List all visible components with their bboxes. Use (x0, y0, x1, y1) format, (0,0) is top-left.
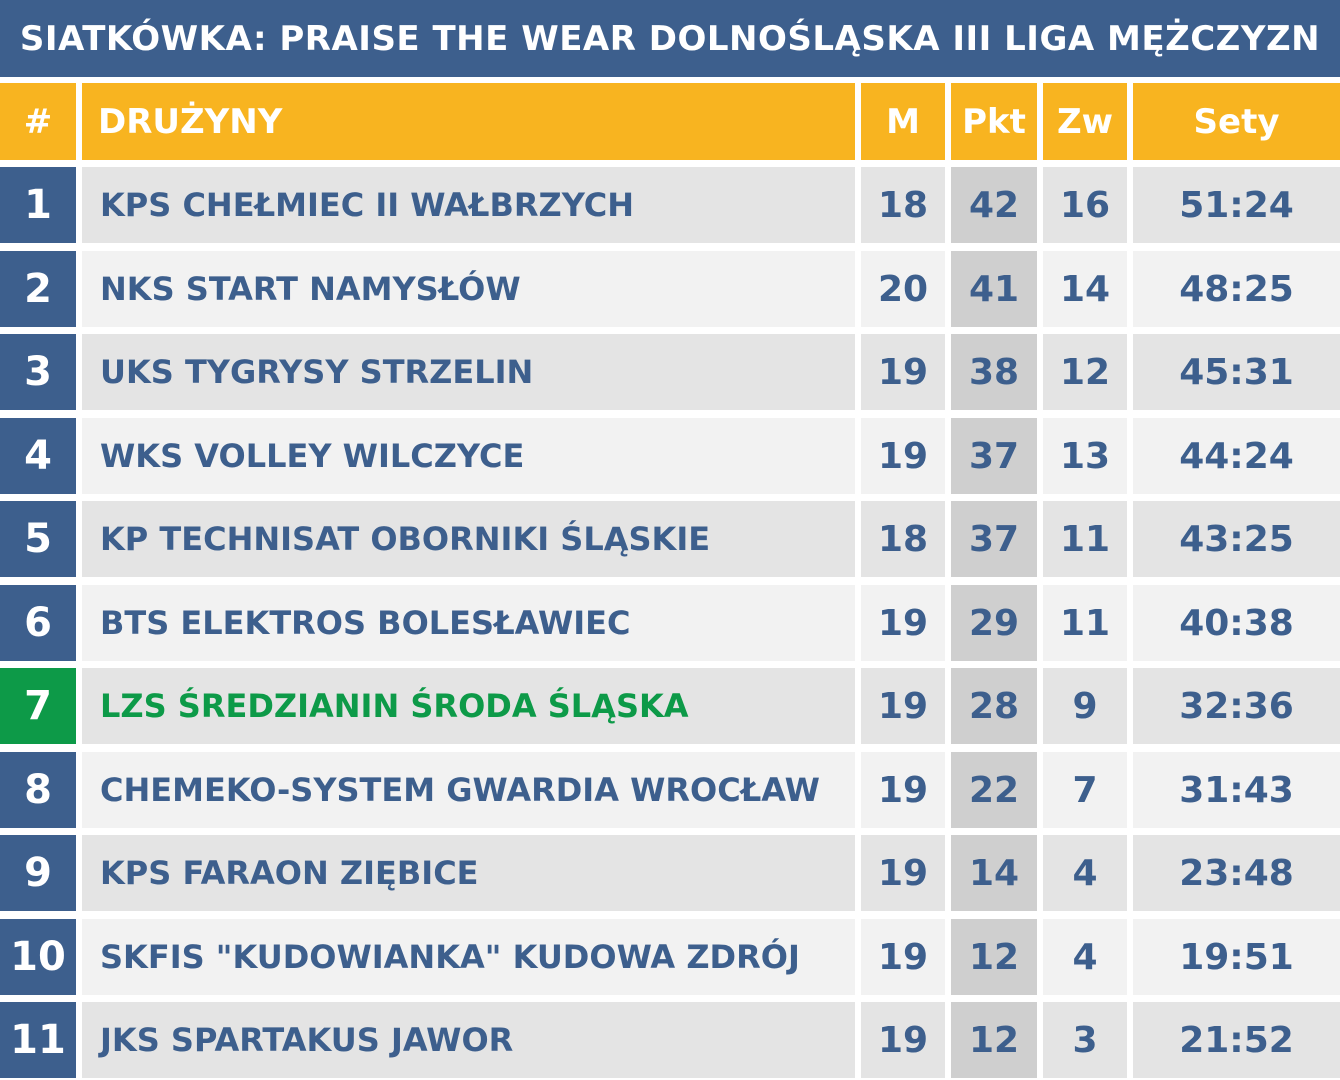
wins-cell: 3 (1043, 1002, 1127, 1078)
sets-cell: 44:24 (1133, 418, 1340, 494)
wins-cell: 13 (1043, 418, 1127, 494)
rank-cell: 4 (0, 418, 76, 494)
rank-cell: 9 (0, 835, 76, 911)
points-cell: 12 (951, 1002, 1037, 1078)
points-cell: 14 (951, 835, 1037, 911)
team-name: SKFIS "KUDOWIANKA" KUDOWA ZDRÓJ (82, 919, 855, 995)
points-cell: 42 (951, 167, 1037, 243)
matches-cell: 19 (861, 418, 945, 494)
matches-cell: 20 (861, 251, 945, 327)
sets-cell: 23:48 (1133, 835, 1340, 911)
team-name: LZS ŚREDZIANIN ŚRODA ŚLĄSKA (82, 668, 855, 744)
matches-cell: 19 (861, 1002, 945, 1078)
rank-cell: 1 (0, 167, 76, 243)
wins-cell: 14 (1043, 251, 1127, 327)
sets-cell: 32:36 (1133, 668, 1340, 744)
sets-cell: 45:31 (1133, 334, 1340, 410)
column-header-wins: Zw (1043, 83, 1127, 160)
team-name: KPS CHEŁMIEC II WAŁBRZYCH (82, 167, 855, 243)
team-name: NKS START NAMYSŁÓW (82, 251, 855, 327)
wins-cell: 16 (1043, 167, 1127, 243)
rank-cell: 8 (0, 752, 76, 828)
matches-cell: 19 (861, 585, 945, 661)
matches-cell: 19 (861, 668, 945, 744)
sets-cell: 48:25 (1133, 251, 1340, 327)
rank-cell: 5 (0, 501, 76, 577)
wins-cell: 11 (1043, 585, 1127, 661)
team-name: KP TECHNISAT OBORNIKI ŚLĄSKIE (82, 501, 855, 577)
matches-cell: 19 (861, 919, 945, 995)
team-name: JKS SPARTAKUS JAWOR (82, 1002, 855, 1078)
points-cell: 12 (951, 919, 1037, 995)
team-name: KPS FARAON ZIĘBICE (82, 835, 855, 911)
rank-cell: 3 (0, 334, 76, 410)
points-cell: 22 (951, 752, 1037, 828)
sets-cell: 40:38 (1133, 585, 1340, 661)
team-name: WKS VOLLEY WILCZYCE (82, 418, 855, 494)
column-header-points: Pkt (951, 83, 1037, 160)
matches-cell: 19 (861, 835, 945, 911)
sets-cell: 19:51 (1133, 919, 1340, 995)
team-name: UKS TYGRYSY STRZELIN (82, 334, 855, 410)
matches-cell: 18 (861, 167, 945, 243)
points-cell: 28 (951, 668, 1037, 744)
rank-cell: 10 (0, 919, 76, 995)
wins-cell: 4 (1043, 835, 1127, 911)
matches-cell: 19 (861, 334, 945, 410)
sets-cell: 51:24 (1133, 167, 1340, 243)
team-name: BTS ELEKTROS BOLESŁAWIEC (82, 585, 855, 661)
wins-cell: 11 (1043, 501, 1127, 577)
table-title: SIATKÓWKA: PRAISE THE WEAR DOLNOŚLĄSKA I… (0, 0, 1340, 77)
column-header-team: DRUŻYNY (82, 83, 855, 160)
wins-cell: 7 (1043, 752, 1127, 828)
column-header-matches: M (861, 83, 945, 160)
wins-cell: 4 (1043, 919, 1127, 995)
points-cell: 29 (951, 585, 1037, 661)
column-header-rank: # (0, 83, 76, 160)
points-cell: 37 (951, 501, 1037, 577)
rank-cell: 7 (0, 668, 76, 744)
points-cell: 41 (951, 251, 1037, 327)
matches-cell: 19 (861, 752, 945, 828)
column-header-sets: Sety (1133, 83, 1340, 160)
sets-cell: 21:52 (1133, 1002, 1340, 1078)
matches-cell: 18 (861, 501, 945, 577)
points-cell: 37 (951, 418, 1037, 494)
sets-cell: 31:43 (1133, 752, 1340, 828)
rank-cell: 6 (0, 585, 76, 661)
rank-cell: 11 (0, 1002, 76, 1078)
points-cell: 38 (951, 334, 1037, 410)
wins-cell: 9 (1043, 668, 1127, 744)
sets-cell: 43:25 (1133, 501, 1340, 577)
team-name: CHEMEKO-SYSTEM GWARDIA WROCŁAW (82, 752, 855, 828)
wins-cell: 12 (1043, 334, 1127, 410)
rank-cell: 2 (0, 251, 76, 327)
